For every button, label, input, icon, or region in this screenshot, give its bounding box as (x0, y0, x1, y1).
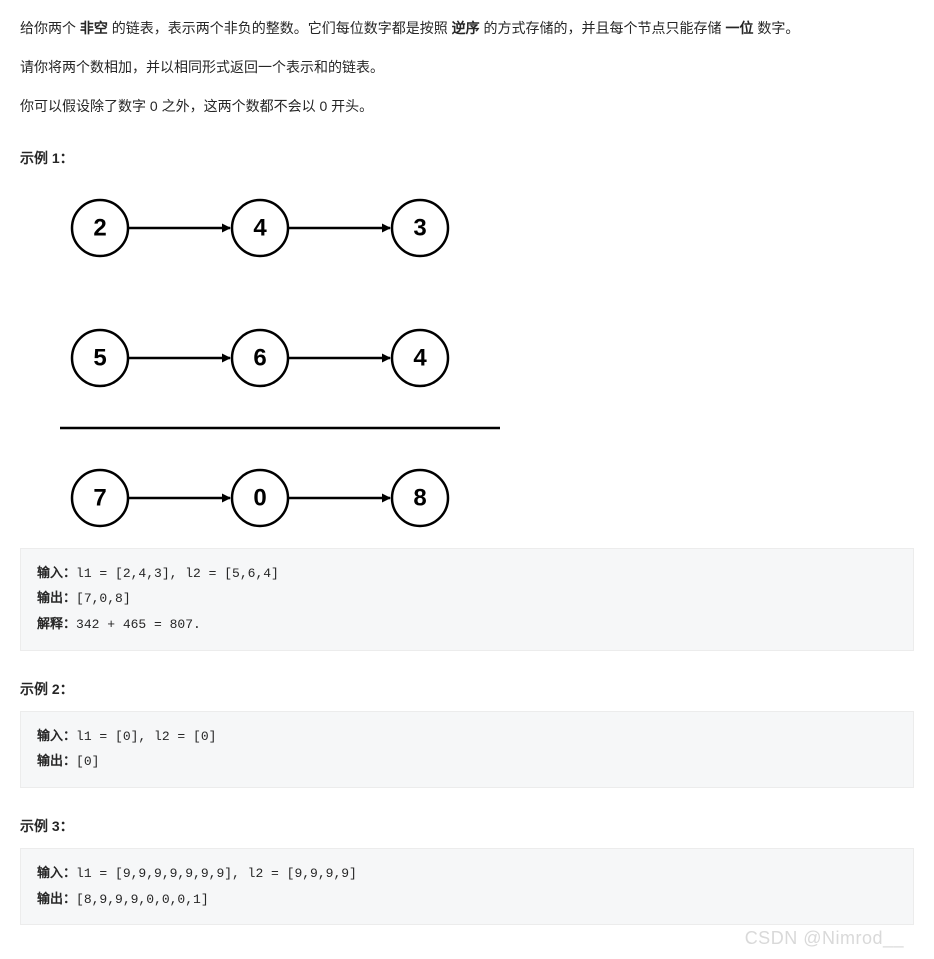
example-1-heading: 示例 1： (20, 148, 914, 168)
watermark-text: CSDN @Nimrod__ (745, 928, 904, 949)
svg-text:3: 3 (413, 214, 426, 241)
svg-text:4: 4 (413, 344, 427, 371)
example-2-heading: 示例 2： (20, 679, 914, 699)
svg-text:8: 8 (413, 484, 426, 511)
svg-text:0: 0 (253, 484, 266, 511)
svg-text:2: 2 (93, 214, 106, 241)
example-3-heading: 示例 3： (20, 816, 914, 836)
svg-text:6: 6 (253, 344, 266, 371)
svg-text:4: 4 (253, 214, 267, 241)
example-3-code: 输入：l1 = [9,9,9,9,9,9,9], l2 = [9,9,9,9] … (20, 848, 914, 925)
description-line-3: 你可以假设除了数字 0 之外，这两个数都不会以 0 开头。 (20, 94, 914, 119)
linked-list-diagram: 2 4 3 5 6 4 7 0 8 (20, 188, 914, 538)
svg-text:5: 5 (93, 344, 106, 371)
description-line-2: 请你将两个数相加，并以相同形式返回一个表示和的链表。 (20, 55, 914, 80)
description-line-1: 给你两个 非空 的链表，表示两个非负的整数。它们每位数字都是按照 逆序 的方式存… (20, 16, 914, 41)
svg-text:7: 7 (93, 484, 106, 511)
example-1-code: 输入：l1 = [2,4,3], l2 = [5,6,4] 输出：[7,0,8]… (20, 548, 914, 651)
example-2-code: 输入：l1 = [0], l2 = [0] 输出：[0] (20, 711, 914, 788)
